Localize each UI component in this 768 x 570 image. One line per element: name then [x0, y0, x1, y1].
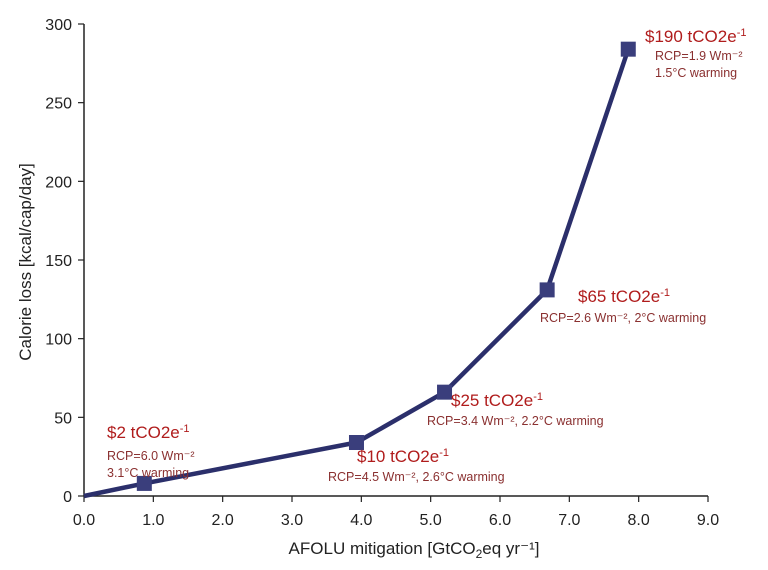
x-axis-title: AFOLU mitigation [GtCO2eq yr⁻¹] — [289, 539, 540, 561]
series-group — [83, 41, 636, 499]
x-tick-label: 0.0 — [73, 512, 95, 529]
data-point-marker — [136, 475, 152, 491]
y-axis-title: Calorie loss [kcal/cap/day] — [16, 163, 35, 360]
x-axis-ticks: 0.0 1.0 2.0 3.0 4.0 5.0 6.0 7.0 8.0 9.0 — [73, 496, 719, 529]
annotation-price-main: $10 tCO2e — [357, 447, 439, 466]
x-tick-label: 1.0 — [142, 512, 164, 529]
x-axis-title-sub: 2 — [476, 547, 483, 561]
annotation-detail: 3.1°C warming — [107, 466, 189, 480]
x-tick-label: 4.0 — [350, 512, 372, 529]
x-tick-label: 7.0 — [558, 512, 580, 529]
x-tick-label: 6.0 — [489, 512, 511, 529]
annotation-price: $2 tCO2e-1 — [107, 423, 190, 442]
x-tick-label: 5.0 — [420, 512, 442, 529]
data-point-marker — [437, 384, 453, 400]
y-tick-label: 0 — [63, 489, 72, 506]
y-tick-label: 100 — [45, 332, 72, 349]
annotation-detail: RCP=3.4 Wm⁻², 2.2°C warming — [427, 414, 604, 428]
annotation-detail: RCP=6.0 Wm⁻² — [107, 449, 195, 463]
data-point-marker — [348, 435, 364, 451]
annotation-price-exponent: -1 — [439, 447, 449, 459]
annotation-price-main: $2 tCO2e — [107, 423, 180, 442]
y-tick-label: 50 — [54, 410, 72, 427]
annotation-price-exponent: -1 — [533, 391, 543, 403]
x-tick-label: 9.0 — [697, 512, 719, 529]
x-tick-label: 2.0 — [212, 512, 234, 529]
annotation-detail: RCP=1.9 Wm⁻² — [655, 49, 743, 63]
x-axis-title-main: AFOLU mitigation [GtCO — [289, 539, 476, 558]
annotation-price-main: $190 tCO2e — [645, 27, 737, 46]
data-point-marker — [620, 41, 636, 57]
x-tick-label: 3.0 — [281, 512, 303, 529]
annotation-price-main: $65 tCO2e — [578, 287, 660, 306]
y-tick-label: 300 — [45, 17, 72, 34]
annotation-price: $190 tCO2e-1 — [645, 27, 746, 46]
annotation-price-exponent: -1 — [180, 423, 190, 435]
annotation-detail: RCP=4.5 Wm⁻², 2.6°C warming — [328, 470, 505, 484]
y-tick-label: 250 — [45, 96, 72, 113]
annotation-price-exponent: -1 — [660, 287, 670, 299]
annotation-price: $25 tCO2e-1 — [451, 391, 543, 410]
series-line — [83, 48, 631, 499]
annotation-price-exponent: -1 — [737, 27, 747, 39]
y-tick-label: 200 — [45, 174, 72, 191]
annotation-price-main: $25 tCO2e — [451, 391, 533, 410]
y-tick-label: 150 — [45, 253, 72, 270]
x-axis-title-rest: eq yr⁻¹] — [482, 539, 539, 558]
annotation-price: $65 tCO2e-1 — [578, 287, 670, 306]
y-axis-ticks: 0 50 100 150 200 250 300 — [45, 17, 84, 506]
data-point-marker — [539, 282, 555, 298]
x-tick-label: 8.0 — [628, 512, 650, 529]
annotation-detail: RCP=2.6 Wm⁻², 2°C warming — [540, 311, 706, 325]
annotation-detail: 1.5°C warming — [655, 66, 737, 80]
annotation-price: $10 tCO2e-1 — [357, 447, 449, 466]
